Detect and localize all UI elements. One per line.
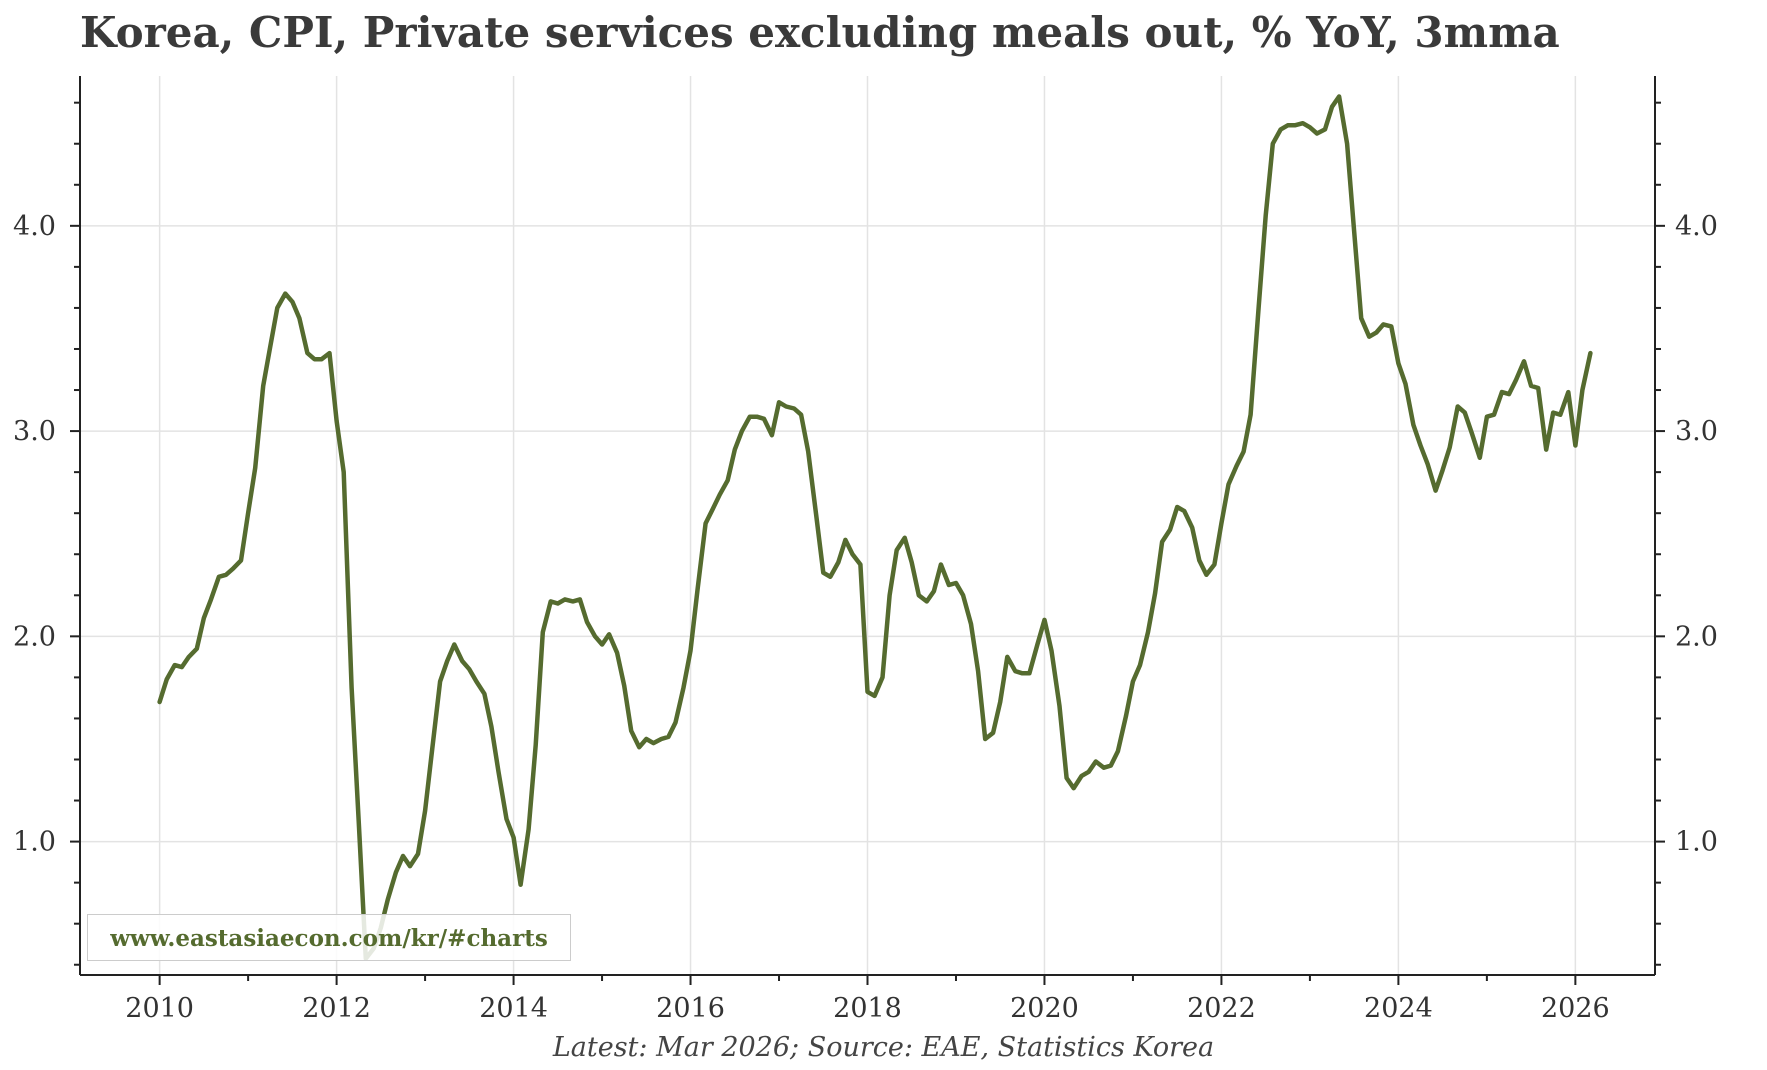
y-tick-label-left: 1.0 — [13, 827, 56, 858]
y-tick-label-right: 4.0 — [1675, 211, 1718, 242]
series-group — [157, 94, 1593, 961]
x-tick-label: 2010 — [125, 993, 194, 1024]
series-line — [157, 94, 1593, 961]
y-tick-label-left: 2.0 — [13, 621, 56, 652]
x-tick-label: 2026 — [1541, 993, 1610, 1024]
ticks: 2010 2012 2014 2016 2018 2020 2022 2024 2026 1.0 1… — [13, 101, 1718, 1024]
x-tick-label: 2016 — [656, 993, 725, 1024]
x-tick-label: 2012 — [302, 993, 371, 1024]
chart-title: Korea, CPI, Private services excluding m… — [80, 8, 1560, 57]
gridlines — [80, 76, 1655, 975]
y-tick-label-right: 3.0 — [1675, 416, 1718, 447]
x-tick-label: 2024 — [1364, 993, 1433, 1024]
source-note: Latest: Mar 2026; Source: EAE, Statistic… — [552, 1032, 1215, 1063]
x-tick-label: 2014 — [479, 993, 548, 1024]
x-tick-label: 2018 — [833, 993, 902, 1024]
y-tick-label-right: 2.0 — [1675, 621, 1718, 652]
y-tick-label-left: 3.0 — [13, 416, 56, 447]
x-tick-label: 2020 — [1010, 993, 1079, 1024]
watermark-link[interactable]: www.eastasiaecon.com/kr/#charts — [87, 914, 571, 961]
y-tick-label-left: 4.0 — [13, 211, 56, 242]
x-tick-label: 2022 — [1187, 993, 1256, 1024]
y-tick-label-right: 1.0 — [1675, 827, 1718, 858]
